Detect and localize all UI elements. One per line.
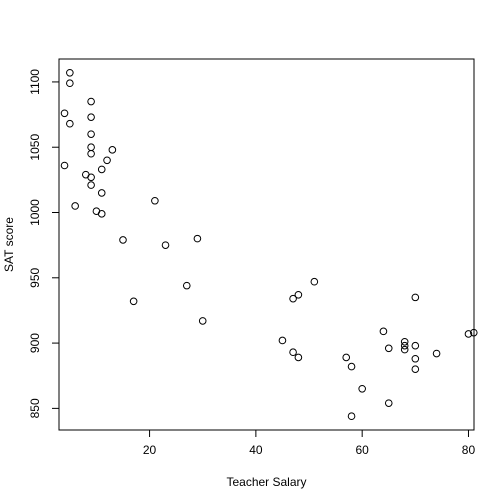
data-point — [119, 236, 127, 244]
x-axis: 20 40 60 80 — [143, 429, 476, 457]
data-point — [87, 143, 95, 152]
y-tick-label: 950 — [28, 267, 42, 287]
x-tick-label: 40 — [249, 443, 263, 457]
data-point — [384, 344, 393, 353]
data-point — [71, 202, 79, 210]
data-point — [66, 68, 74, 77]
data-point — [294, 290, 303, 299]
data-point — [97, 165, 106, 174]
data-point — [379, 327, 388, 336]
data-point — [161, 241, 170, 249]
data-point — [97, 189, 106, 197]
data-point — [411, 293, 420, 302]
data-point — [347, 412, 356, 421]
data-point — [193, 234, 202, 243]
data-point — [469, 328, 478, 337]
data-point — [400, 337, 409, 346]
data-point — [289, 348, 297, 357]
data-point — [342, 353, 351, 362]
data-point — [198, 317, 207, 325]
x-tick-label: 80 — [462, 443, 476, 457]
data-point — [60, 161, 69, 170]
y-tick-label: 850 — [28, 398, 42, 418]
data-point — [182, 281, 191, 290]
data-point — [103, 156, 111, 165]
data-point — [97, 210, 106, 218]
data-point — [294, 353, 303, 362]
data-point — [66, 79, 74, 88]
y-axis-title: SAT score — [2, 217, 16, 272]
data-point — [87, 181, 95, 189]
y-tick-label: 1050 — [28, 134, 42, 161]
data-point — [87, 130, 95, 138]
data-point — [432, 349, 441, 358]
data-point — [278, 336, 287, 345]
plot-box — [58, 58, 475, 431]
data-point — [411, 365, 420, 374]
data-point — [347, 362, 356, 371]
data-point — [87, 173, 95, 182]
data-point — [411, 354, 420, 363]
data-point — [400, 341, 409, 350]
data-point — [129, 297, 138, 306]
data-point — [151, 196, 159, 205]
data-point — [310, 277, 319, 286]
data-point — [289, 294, 297, 303]
x-axis-title: Teacher Salary — [226, 475, 306, 489]
data-points — [60, 68, 478, 421]
data-point — [400, 345, 409, 354]
data-point — [87, 113, 95, 121]
data-point — [60, 109, 69, 118]
data-point — [358, 384, 366, 393]
y-axis: 850 900 950 1000 1050 1100 — [28, 69, 60, 418]
y-tick-label: 1000 — [28, 199, 42, 226]
x-tick-label: 60 — [355, 443, 369, 457]
data-point — [411, 341, 420, 350]
data-point — [66, 119, 74, 128]
y-tick-label: 1100 — [28, 69, 42, 95]
data-point — [87, 149, 95, 158]
data-point — [108, 146, 117, 154]
y-tick-label: 900 — [28, 333, 42, 353]
x-tick-label: 20 — [143, 443, 157, 457]
data-point — [464, 330, 473, 338]
data-point — [87, 97, 95, 106]
data-point — [384, 399, 393, 407]
